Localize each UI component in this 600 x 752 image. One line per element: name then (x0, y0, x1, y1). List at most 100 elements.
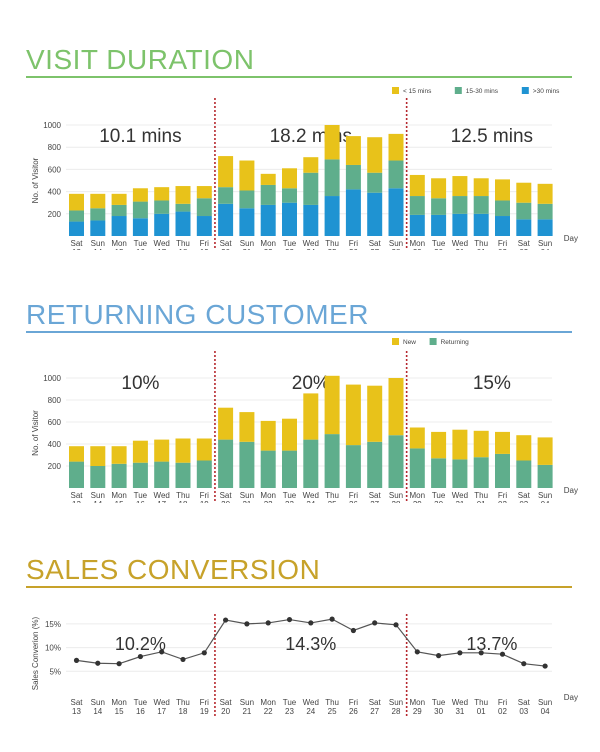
returning-customer-bar-segment (69, 446, 84, 462)
visit-duration-bar-segment (409, 196, 425, 215)
visit-duration-bar-segment (69, 221, 84, 236)
returning-customer-bar-segment (154, 439, 170, 462)
returning-customer-bar-segment (345, 445, 361, 488)
visit-duration-ytick-label: 800 (48, 143, 62, 152)
visit-duration-legend-swatch (454, 87, 462, 94)
returning-customer-bar-segment (111, 463, 127, 488)
visit-duration-ylabel: No. of Visitor (31, 157, 40, 203)
returning-customer-bar-segment (516, 460, 532, 488)
visit-duration-bar-segment (218, 187, 234, 204)
visit-duration-bar-segment (537, 203, 553, 220)
sales-conversion-data-point (329, 616, 335, 622)
sales-conversion-data-point (350, 627, 356, 634)
sales-conversion-xtick-label: Thu 18 (176, 698, 190, 716)
visit-duration-bar-segment (175, 186, 191, 204)
visit-duration-ytick-label: 200 (48, 210, 62, 219)
visit-duration-bar-segment (282, 202, 297, 236)
sales-conversion-data-point (393, 622, 399, 628)
returning-customer-xlabel: Day (564, 486, 578, 495)
visit-duration-bar-segment (516, 219, 532, 236)
returning-customer-title: RETURNING CUSTOMER (26, 299, 369, 330)
visit-duration-bar-segment (431, 198, 447, 215)
visit-duration-section: VISIT DURATION 200 400 600 800 1000 No. of Vi… (0, 0, 600, 260)
returning-customer-bar-segment (516, 435, 532, 461)
visit-duration-bar-segment (388, 188, 404, 236)
returning-customer-bar-segment (175, 438, 191, 463)
visit-duration-bar-segment (111, 193, 127, 205)
visit-duration-bar-segment (452, 176, 468, 197)
visit-duration-bar-segment (111, 216, 127, 236)
visit-duration-bar-segment (409, 174, 425, 197)
visit-duration-legend-swatch (521, 87, 529, 94)
visit-duration-bar-segment (367, 137, 383, 173)
visit-duration-bar-segment (516, 202, 532, 220)
visit-duration-bar-segment (452, 196, 468, 214)
returning-customer-legend-label: Returning (441, 339, 470, 346)
sales-conversion-xtick-label: Fri 02 (498, 698, 508, 716)
visit-duration-bar-segment (452, 213, 468, 236)
visit-duration-bar-segment (218, 156, 234, 188)
visit-duration-bar-segment (218, 203, 234, 236)
returning-customer-bar-segment (473, 457, 489, 488)
sales-conversion-data-point (201, 650, 207, 656)
returning-customer-bar-segment (260, 450, 276, 488)
visit-duration-bar-segment (90, 220, 106, 236)
sales-conversion-ylabel: Sales Converion (%) (31, 616, 40, 690)
visit-duration-bar-segment (154, 187, 170, 201)
returning-customer-ytick-label: 200 (48, 462, 62, 471)
sales-conversion-data-point (457, 650, 463, 656)
returning-customer-bar-segment (495, 453, 510, 488)
visit-duration-bar-segment (345, 189, 361, 236)
visit-duration-bar-segment (239, 208, 255, 236)
sales-conversion-data-point (159, 649, 165, 655)
sales-conversion-xtick-label: Wed 31 (452, 698, 468, 716)
visit-duration-ytick-label: 1000 (43, 121, 61, 130)
visit-duration-period-average-label: 12.5 mins (451, 126, 533, 147)
sales-conversion-xtick-label: Wed 17 (154, 698, 170, 716)
visit-duration-bar-segment (239, 160, 255, 191)
visit-duration-bar-segment (303, 204, 319, 236)
sales-conversion-xtick-label: Sun 04 (538, 698, 552, 716)
visit-duration-bar-segment (196, 186, 212, 199)
visit-duration-bar-segment (495, 216, 510, 236)
visit-duration-bar-segment (175, 203, 191, 212)
visit-duration-legend-label: 15-30 mins (466, 88, 499, 95)
returning-customer-ytick-label: 400 (48, 440, 62, 449)
visit-duration-bar-segment (90, 193, 106, 209)
visit-duration-bar-segment (132, 201, 148, 219)
visit-duration-bar-segment (495, 179, 510, 201)
sales-conversion-ytick-label: 15% (45, 620, 61, 629)
sales-conversion-ytick-label: 10% (45, 644, 61, 653)
returning-customer-bar-segment (303, 393, 319, 440)
visit-duration-bar-segment (132, 188, 148, 202)
returning-customer-bar-segment (132, 440, 148, 463)
sales-conversion-data-point (180, 656, 186, 663)
sales-conversion-title: SALES CONVERSION (26, 554, 321, 585)
visit-duration-bar-segment (367, 192, 383, 236)
visit-duration-bar-segment (154, 200, 170, 214)
visit-duration-bar-segment (516, 182, 532, 203)
returning-customer-bar-segment (196, 438, 212, 461)
returning-customer-bar-segment (132, 462, 148, 488)
returning-customer-bar-segment (303, 439, 319, 488)
